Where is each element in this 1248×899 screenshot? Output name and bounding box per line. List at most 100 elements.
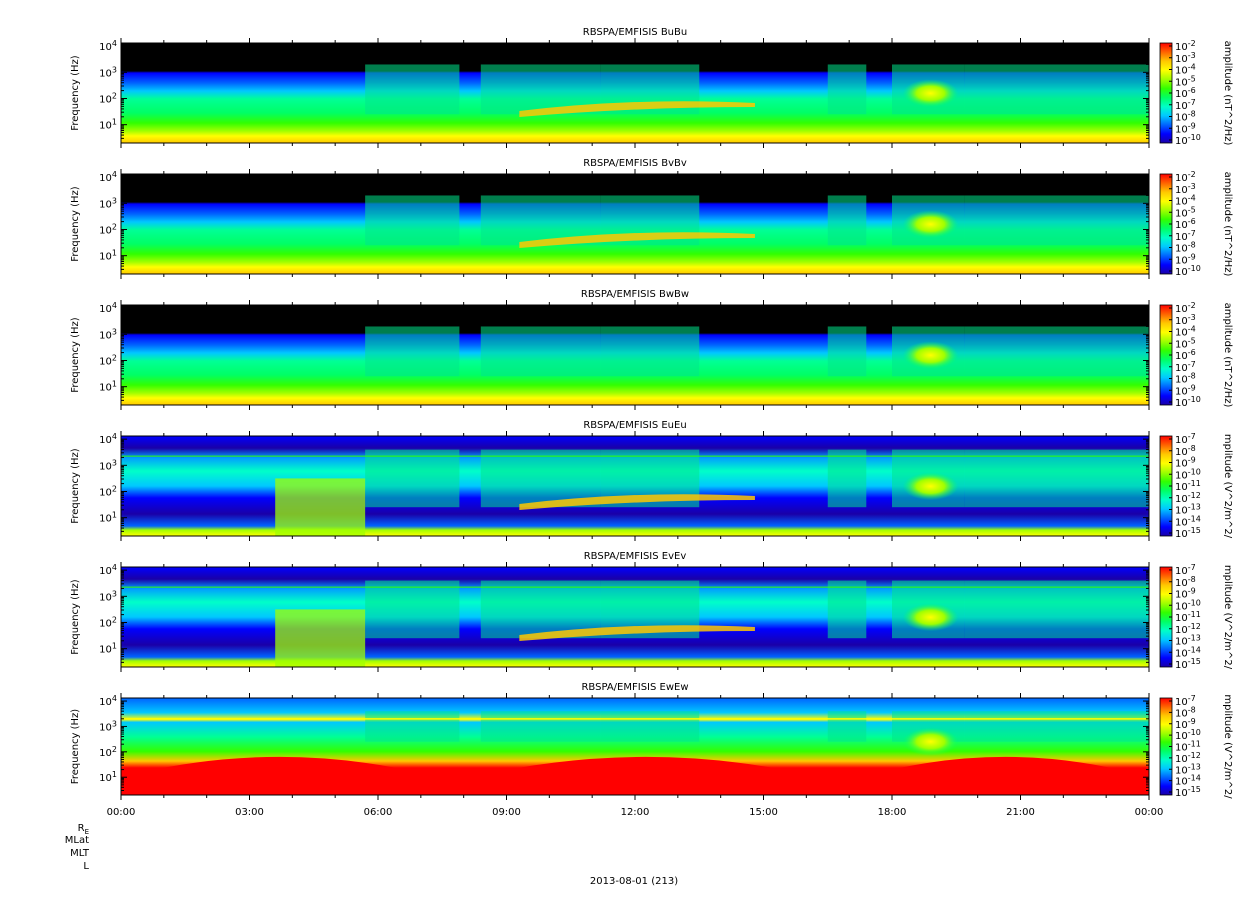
colorbar-tick-label: 10-8: [1175, 444, 1196, 458]
y-tick-label: 104: [99, 432, 117, 446]
y-tick-label: 103: [99, 719, 117, 733]
x-tick-label: 00:00: [1135, 807, 1164, 818]
y-axis-label: Frequency (Hz): [70, 317, 81, 393]
colorbar-tick-label: 10-13: [1175, 634, 1201, 648]
colorbar-tick-label: 10-14: [1175, 645, 1201, 659]
spectrogram-image: [121, 43, 1149, 143]
y-tick-label: 104: [99, 301, 117, 315]
colorbar-tick-label: 10-6: [1175, 217, 1196, 231]
spectrogram-image: [121, 698, 1149, 795]
y-tick-label: 103: [99, 327, 117, 341]
spectrogram-panel-1: RBSPA/EMFISIS BuBu Frequency (Hz) 101 102 10…: [70, 27, 1233, 148]
y-tick-label: 104: [99, 39, 117, 53]
y-tick-label: 101: [99, 249, 117, 263]
y-tick-label: 104: [99, 170, 117, 184]
colorbar-tick-label: 10-8: [1175, 705, 1196, 719]
y-tick-label: 101: [99, 118, 117, 132]
ephemeris-label-mlat: MLat: [65, 835, 89, 846]
colorbar-label: amplitude (nT^2/Hz): [1222, 41, 1233, 146]
colorbar-tick-label: 10-7: [1175, 563, 1196, 577]
colorbar-tick-label: 10-15: [1175, 785, 1201, 799]
colorbar-tick-label: 10-15: [1175, 657, 1201, 671]
y-axis-label: Frequency (Hz): [70, 448, 81, 524]
panel-title: RBSPA/EMFISIS BwBw: [581, 289, 689, 300]
y-tick-label: 104: [99, 694, 117, 708]
colorbar-tick-label: 10-12: [1175, 622, 1201, 636]
y-tick-label: 104: [99, 563, 117, 577]
colorbar-tick-label: 10-7: [1175, 98, 1196, 112]
y-axis-label: Frequency (Hz): [70, 709, 81, 785]
colorbar-tick-label: 10-15: [1175, 526, 1201, 540]
panel-title: RBSPA/EMFISIS EwEw: [581, 682, 688, 693]
colorbar-tick-label: 10-10: [1175, 133, 1201, 147]
colorbar-tick-label: 10-12: [1175, 491, 1201, 505]
colorbar-tick-label: 10-2: [1175, 301, 1196, 315]
figure-footer: RE MLat MLT L 2013-08-01 (213): [65, 823, 678, 887]
colorbar-tick-label: 10-3: [1175, 182, 1196, 196]
x-tick-label: 12:00: [621, 807, 650, 818]
colorbar-tick-label: 10-12: [1175, 751, 1201, 765]
spectrogram-panel-3: RBSPA/EMFISIS BwBw Frequency (Hz) 101 102 10…: [70, 289, 1233, 410]
panel-title: RBSPA/EMFISIS EvEv: [584, 551, 687, 562]
colorbar-tick-label: 10-3: [1175, 51, 1196, 65]
colorbar: 10-210-310-410-510-610-710-810-910-10 amp…: [1159, 301, 1233, 409]
colorbar-tick-label: 10-11: [1175, 740, 1201, 754]
colorbar-tick-label: 10-7: [1175, 360, 1196, 374]
colorbar-tick-label: 10-4: [1175, 194, 1196, 208]
colorbar: 10-710-810-910-1010-1110-1210-1310-1410-…: [1159, 563, 1233, 671]
colorbar-tick-label: 10-13: [1175, 762, 1201, 776]
colorbar: 10-210-310-410-510-610-710-810-910-10 amp…: [1159, 170, 1233, 278]
colorbar-tick-label: 10-2: [1175, 170, 1196, 184]
colorbar-label: mplitude (V^2/m^2/: [1222, 694, 1233, 799]
colorbar-tick-label: 10-6: [1175, 348, 1196, 362]
colorbar-tick-label: 10-8: [1175, 575, 1196, 589]
x-tick-label: 18:00: [878, 807, 907, 818]
spectrogram-panel-2: RBSPA/EMFISIS BvBv Frequency (Hz) 101 102 10…: [70, 158, 1233, 279]
colorbar: 10-710-810-910-1010-1110-1210-1310-1410-…: [1159, 432, 1233, 540]
colorbar-tick-label: 10-9: [1175, 456, 1196, 470]
ephemeris-label-re: RE: [78, 823, 89, 836]
colorbar-tick-label: 10-4: [1175, 325, 1196, 339]
y-tick-label: 103: [99, 458, 117, 472]
colorbar-tick-label: 10-8: [1175, 110, 1196, 124]
colorbar-tick-label: 10-4: [1175, 63, 1196, 77]
spectrogram-panel-4: RBSPA/EMFISIS EuEu Frequency (Hz) 101 102 10…: [70, 420, 1233, 541]
colorbar-tick-label: 10-9: [1175, 252, 1196, 266]
colorbar-tick-label: 10-9: [1175, 383, 1196, 397]
colorbar-label: amplitude (nT^2/Hz): [1222, 172, 1233, 277]
y-tick-label: 103: [99, 65, 117, 79]
spectrogram-panel-6: RBSPA/EMFISIS EwEw Frequency (Hz) 101 102 10…: [70, 682, 1233, 818]
colorbar-tick-label: 10-11: [1175, 479, 1201, 493]
colorbar-tick-label: 10-7: [1175, 694, 1196, 708]
spectrogram-image: [121, 567, 1149, 667]
colorbar: 10-710-810-910-1010-1110-1210-1310-1410-…: [1159, 694, 1233, 799]
colorbar-label: amplitude (nT^2/Hz): [1222, 303, 1233, 408]
y-tick-label: 102: [99, 222, 117, 236]
date-label: 2013-08-01 (213): [590, 876, 678, 887]
colorbar-tick-label: 10-10: [1175, 598, 1201, 612]
colorbar-tick-label: 10-13: [1175, 503, 1201, 517]
colorbar-label: mplitude (V^2/m^2/: [1222, 565, 1233, 670]
colorbar: 10-210-310-410-510-610-710-810-910-10 amp…: [1159, 39, 1233, 147]
y-tick-label: 102: [99, 745, 117, 759]
colorbar-tick-label: 10-8: [1175, 372, 1196, 386]
colorbar-tick-label: 10-10: [1175, 467, 1201, 481]
colorbar-tick-label: 10-9: [1175, 587, 1196, 601]
colorbar-tick-label: 10-14: [1175, 774, 1201, 788]
colorbar-tick-label: 10-5: [1175, 336, 1196, 350]
y-tick-label: 103: [99, 589, 117, 603]
colorbar-tick-label: 10-11: [1175, 610, 1201, 624]
spectrogram-image: [121, 436, 1149, 536]
x-tick-label: 06:00: [364, 807, 393, 818]
colorbar-tick-label: 10-9: [1175, 121, 1196, 135]
colorbar-tick-label: 10-8: [1175, 241, 1196, 255]
panel-title: RBSPA/EMFISIS BvBv: [583, 158, 687, 169]
y-tick-label: 103: [99, 196, 117, 210]
x-tick-label: 21:00: [1006, 807, 1035, 818]
panel-title: RBSPA/EMFISIS BuBu: [583, 27, 687, 38]
colorbar-tick-label: 10-2: [1175, 39, 1196, 53]
colorbar-tick-label: 10-7: [1175, 432, 1196, 446]
y-tick-label: 101: [99, 642, 117, 656]
colorbar-tick-label: 10-7: [1175, 229, 1196, 243]
